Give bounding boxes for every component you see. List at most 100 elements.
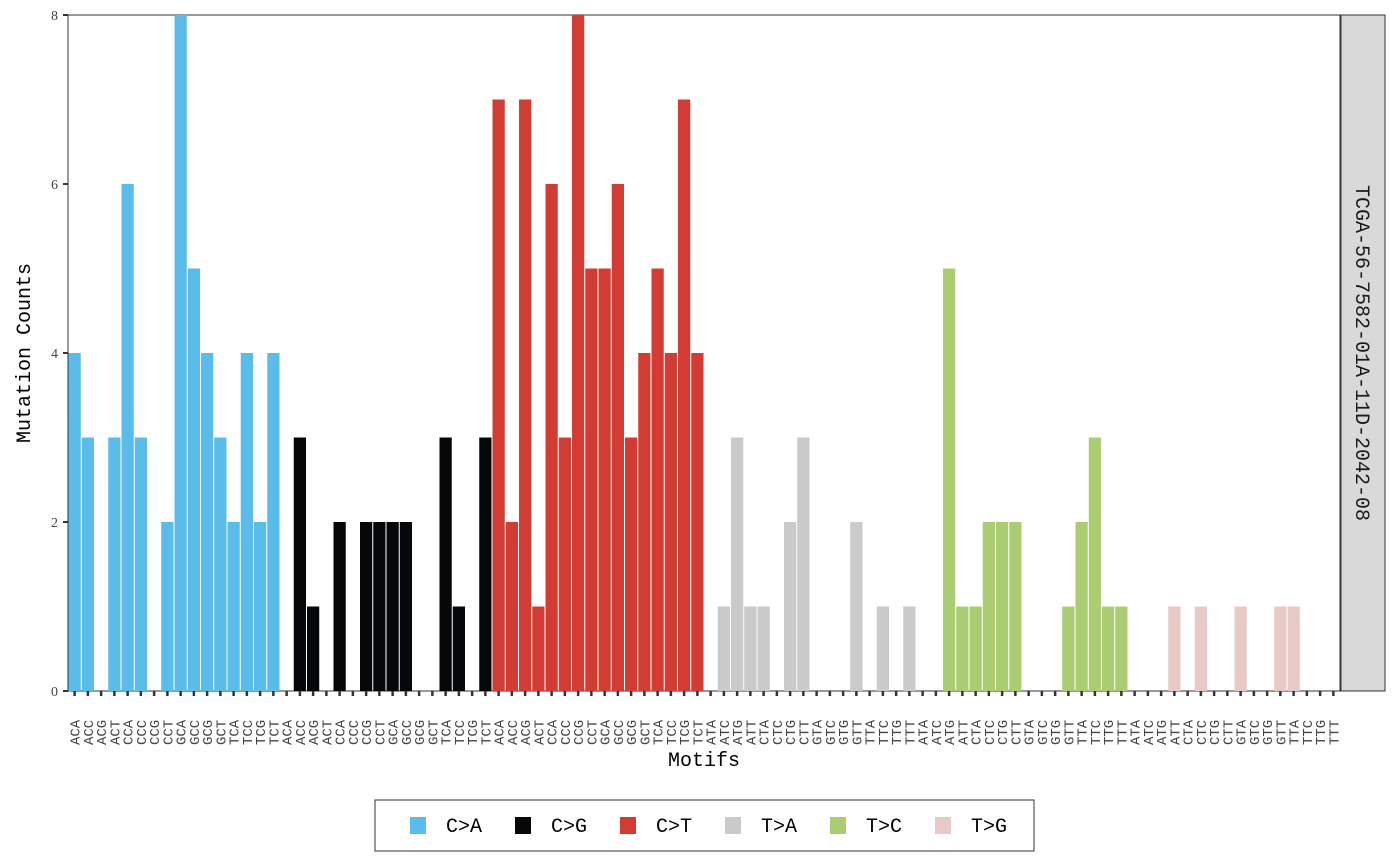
x-tick-label: GTA (1023, 719, 1039, 745)
bar-CtoT-CCA (545, 184, 558, 691)
bar-CtoT-GCG (625, 437, 638, 691)
bar-CtoT-ACG (519, 99, 532, 691)
bar-CtoT-GCT (638, 353, 651, 691)
x-tick-label: CCC (559, 720, 575, 745)
x-tick-label: CCT (161, 720, 177, 745)
x-tick-label: GTG (837, 720, 853, 745)
bar-TtoC-CTG (996, 522, 1009, 691)
y-tick-label: 4 (51, 347, 58, 362)
bar-TtoA-ATC (717, 606, 730, 691)
x-tick-label: TCT (267, 720, 283, 745)
x-tick-label: GCT (426, 720, 442, 745)
bar-CtoA-ACA (68, 353, 81, 691)
x-tick-label: ACG (95, 720, 111, 745)
x-tick-label: TCT (479, 720, 495, 745)
x-tick-label: CTG (784, 720, 800, 745)
x-tick-label: ATA (1129, 719, 1145, 745)
x-tick-label: GTT (850, 720, 866, 745)
legend-swatch-CtoT (620, 817, 636, 834)
x-tick-label: CCG (148, 720, 164, 745)
x-tick-label: TTG (890, 720, 906, 745)
legend-label: C>T (656, 816, 692, 839)
x-tick-label: ACC (82, 720, 98, 745)
x-tick-label: TCA (652, 719, 668, 745)
x-tick-label: GTC (824, 720, 840, 745)
x-tick-label: CTC (983, 720, 999, 745)
legend-swatch-TtoG (935, 817, 951, 834)
x-tick-label: CCG (360, 720, 376, 745)
x-tick-label: ACC (294, 720, 310, 745)
x-tick-label: TTT (903, 720, 919, 745)
bar-CtoG-GCA (386, 522, 399, 691)
x-tick-label: GTA (1235, 719, 1251, 745)
x-tick-label: TCG (678, 720, 694, 745)
x-tick-label: TCA (440, 719, 456, 745)
x-tick-label: ACT (532, 720, 548, 745)
x-tick-label: GTG (1049, 720, 1065, 745)
legend-swatch-TtoA (725, 817, 741, 834)
bar-TtoC-CTT (1009, 522, 1022, 691)
bar-CtoG-ACC (293, 437, 306, 691)
x-tick-label: CCA (334, 719, 350, 745)
x-tick-label: ATC (930, 720, 946, 745)
x-tick-label: CTA (1182, 719, 1198, 745)
x-tick-label: ACT (320, 720, 336, 745)
x-tick-label: TCC (453, 720, 469, 745)
x-tick-label: CCA (122, 719, 138, 745)
x-tick-label: GTT (1062, 720, 1078, 745)
y-tick-label: 2 (51, 516, 58, 531)
x-tick-label: TCC (665, 720, 681, 745)
bar-CtoG-CCT (373, 522, 386, 691)
x-tick-label: TCT (691, 720, 707, 745)
bar-CtoA-CCC (134, 437, 147, 691)
bar-TtoA-CTA (757, 606, 770, 691)
x-tick-label: GTC (1248, 720, 1264, 745)
bar-TtoA-ATG (731, 437, 744, 691)
bar-CtoG-TCC (452, 606, 465, 691)
x-tick-label: TTC (1089, 720, 1105, 745)
legend-swatch-CtoA (410, 817, 426, 834)
x-tick-label: CTC (771, 720, 787, 745)
x-tick-label: CCG (572, 720, 588, 745)
legend-label: C>A (446, 816, 482, 839)
bar-CtoG-TCT (479, 437, 492, 691)
bar-TtoC-TTA (1075, 522, 1088, 691)
x-tick-label: ACG (519, 720, 535, 745)
x-tick-label: CTT (1009, 720, 1025, 745)
x-tick-label: CTG (996, 720, 1012, 745)
x-tick-label: ATT (956, 720, 972, 745)
x-tick-label: TCG (254, 720, 270, 745)
x-tick-label: ATG (943, 720, 959, 745)
bar-CtoT-TCA (651, 268, 664, 691)
bar-TtoG-CTC (1194, 606, 1207, 691)
bar-CtoT-ACC (505, 522, 518, 691)
x-tick-label: ACC (506, 720, 522, 745)
bar-CtoA-ACT (108, 437, 121, 691)
bar-TtoC-TTT (1115, 606, 1128, 691)
bar-TtoG-GTA (1234, 606, 1247, 691)
x-tick-label: GCA (175, 719, 191, 745)
x-tick-label: CTA (758, 719, 774, 745)
bar-CtoT-ACA (492, 99, 505, 691)
x-axis-title: Motifs (668, 750, 740, 773)
x-tick-label: GCA (599, 719, 615, 745)
x-tick-label: GCC (612, 720, 628, 745)
bar-CtoA-TCG (254, 522, 267, 691)
y-tick-label: 8 (51, 9, 58, 24)
x-tick-label: ATG (731, 720, 747, 745)
x-tick-label: CCC (135, 720, 151, 745)
x-tick-label: GCT (638, 720, 654, 745)
legend-swatch-TtoC (830, 817, 846, 834)
x-tick-label: TCA (228, 719, 244, 745)
x-tick-label: TCG (466, 720, 482, 745)
legend-label: T>A (761, 816, 797, 839)
y-axis-title: Mutation Counts (14, 263, 37, 443)
bar-TtoG-TTA (1287, 606, 1300, 691)
x-tick-label: GCG (413, 720, 429, 745)
x-tick-label: ACA (69, 719, 85, 745)
x-tick-label: ATC (1142, 720, 1158, 745)
bar-CtoT-CCG (572, 15, 585, 691)
x-tick-label: TTA (864, 719, 880, 745)
bar-CtoG-TCA (439, 437, 452, 691)
